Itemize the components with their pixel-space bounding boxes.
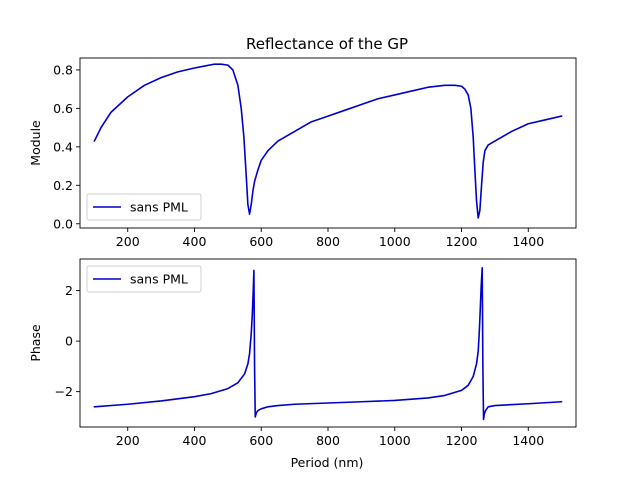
phase-x-tick-label-3: 800 bbox=[316, 433, 340, 448]
module-chart: Reflectance of the GP 0.0 0.2 0.4 0.6 0.8 20… bbox=[28, 35, 577, 249]
phase-y-tick-label-1: 0 bbox=[65, 334, 73, 349]
phase-series-line-0 bbox=[93, 267, 563, 421]
phase-y-axis: −2 0 2 bbox=[55, 283, 80, 399]
module-plot-frame bbox=[79, 57, 577, 229]
module-x-tick-label-1: 400 bbox=[183, 234, 207, 249]
module-x-tick-label-3: 800 bbox=[316, 234, 340, 249]
phase-y-axis-title: Phase bbox=[28, 324, 43, 362]
chart-title: Reflectance of the GP bbox=[246, 35, 408, 53]
module-x-axis: 200 400 600 800 1000 1200 1400 bbox=[116, 228, 544, 249]
module-y-axis-title: Module bbox=[28, 120, 43, 166]
module-legend: sans PML bbox=[86, 193, 202, 221]
module-legend-label: sans PML bbox=[130, 200, 188, 215]
module-x-tick-label-6: 1400 bbox=[512, 234, 544, 249]
phase-x-tick-label-4: 1000 bbox=[379, 433, 411, 448]
phase-legend-box bbox=[86, 265, 202, 293]
phase-x-tick-label-0: 200 bbox=[116, 433, 140, 448]
module-y-tick-label-3: 0.6 bbox=[53, 101, 73, 116]
module-x-tick-label-2: 600 bbox=[249, 234, 273, 249]
module-y-tick-label-2: 0.4 bbox=[53, 139, 73, 154]
module-y-axis: 0.0 0.2 0.4 0.6 0.8 bbox=[53, 62, 80, 231]
phase-y-tick-label-2: 2 bbox=[65, 283, 73, 298]
phase-x-tick-label-2: 600 bbox=[249, 433, 273, 448]
phase-legend: sans PML bbox=[86, 265, 202, 293]
phase-x-axis: 200 400 600 800 1000 1200 1400 bbox=[116, 427, 544, 448]
module-plot-area bbox=[93, 63, 563, 219]
phase-chart: −2 0 2 200 400 600 800 1000 1200 1400 Phase Peri… bbox=[28, 258, 577, 470]
phase-x-tick-label-6: 1400 bbox=[512, 433, 544, 448]
phase-plot-area bbox=[93, 267, 563, 421]
module-series-line-0 bbox=[93, 63, 563, 219]
phase-x-tick-label-1: 400 bbox=[183, 433, 207, 448]
module-y-tick-label-4: 0.8 bbox=[53, 62, 73, 77]
module-x-tick-label-0: 200 bbox=[116, 234, 140, 249]
phase-x-axis-title: Period (nm) bbox=[291, 455, 364, 470]
module-y-tick-label-0: 0.0 bbox=[53, 216, 73, 231]
module-x-tick-label-5: 1200 bbox=[446, 234, 478, 249]
phase-x-tick-label-5: 1200 bbox=[446, 433, 478, 448]
module-legend-box bbox=[86, 193, 202, 221]
module-y-tick-label-1: 0.2 bbox=[53, 178, 73, 193]
module-x-tick-label-4: 1000 bbox=[379, 234, 411, 249]
phase-y-tick-label-0: −2 bbox=[55, 384, 73, 399]
phase-legend-label: sans PML bbox=[130, 272, 188, 287]
phase-plot-frame bbox=[79, 258, 577, 428]
